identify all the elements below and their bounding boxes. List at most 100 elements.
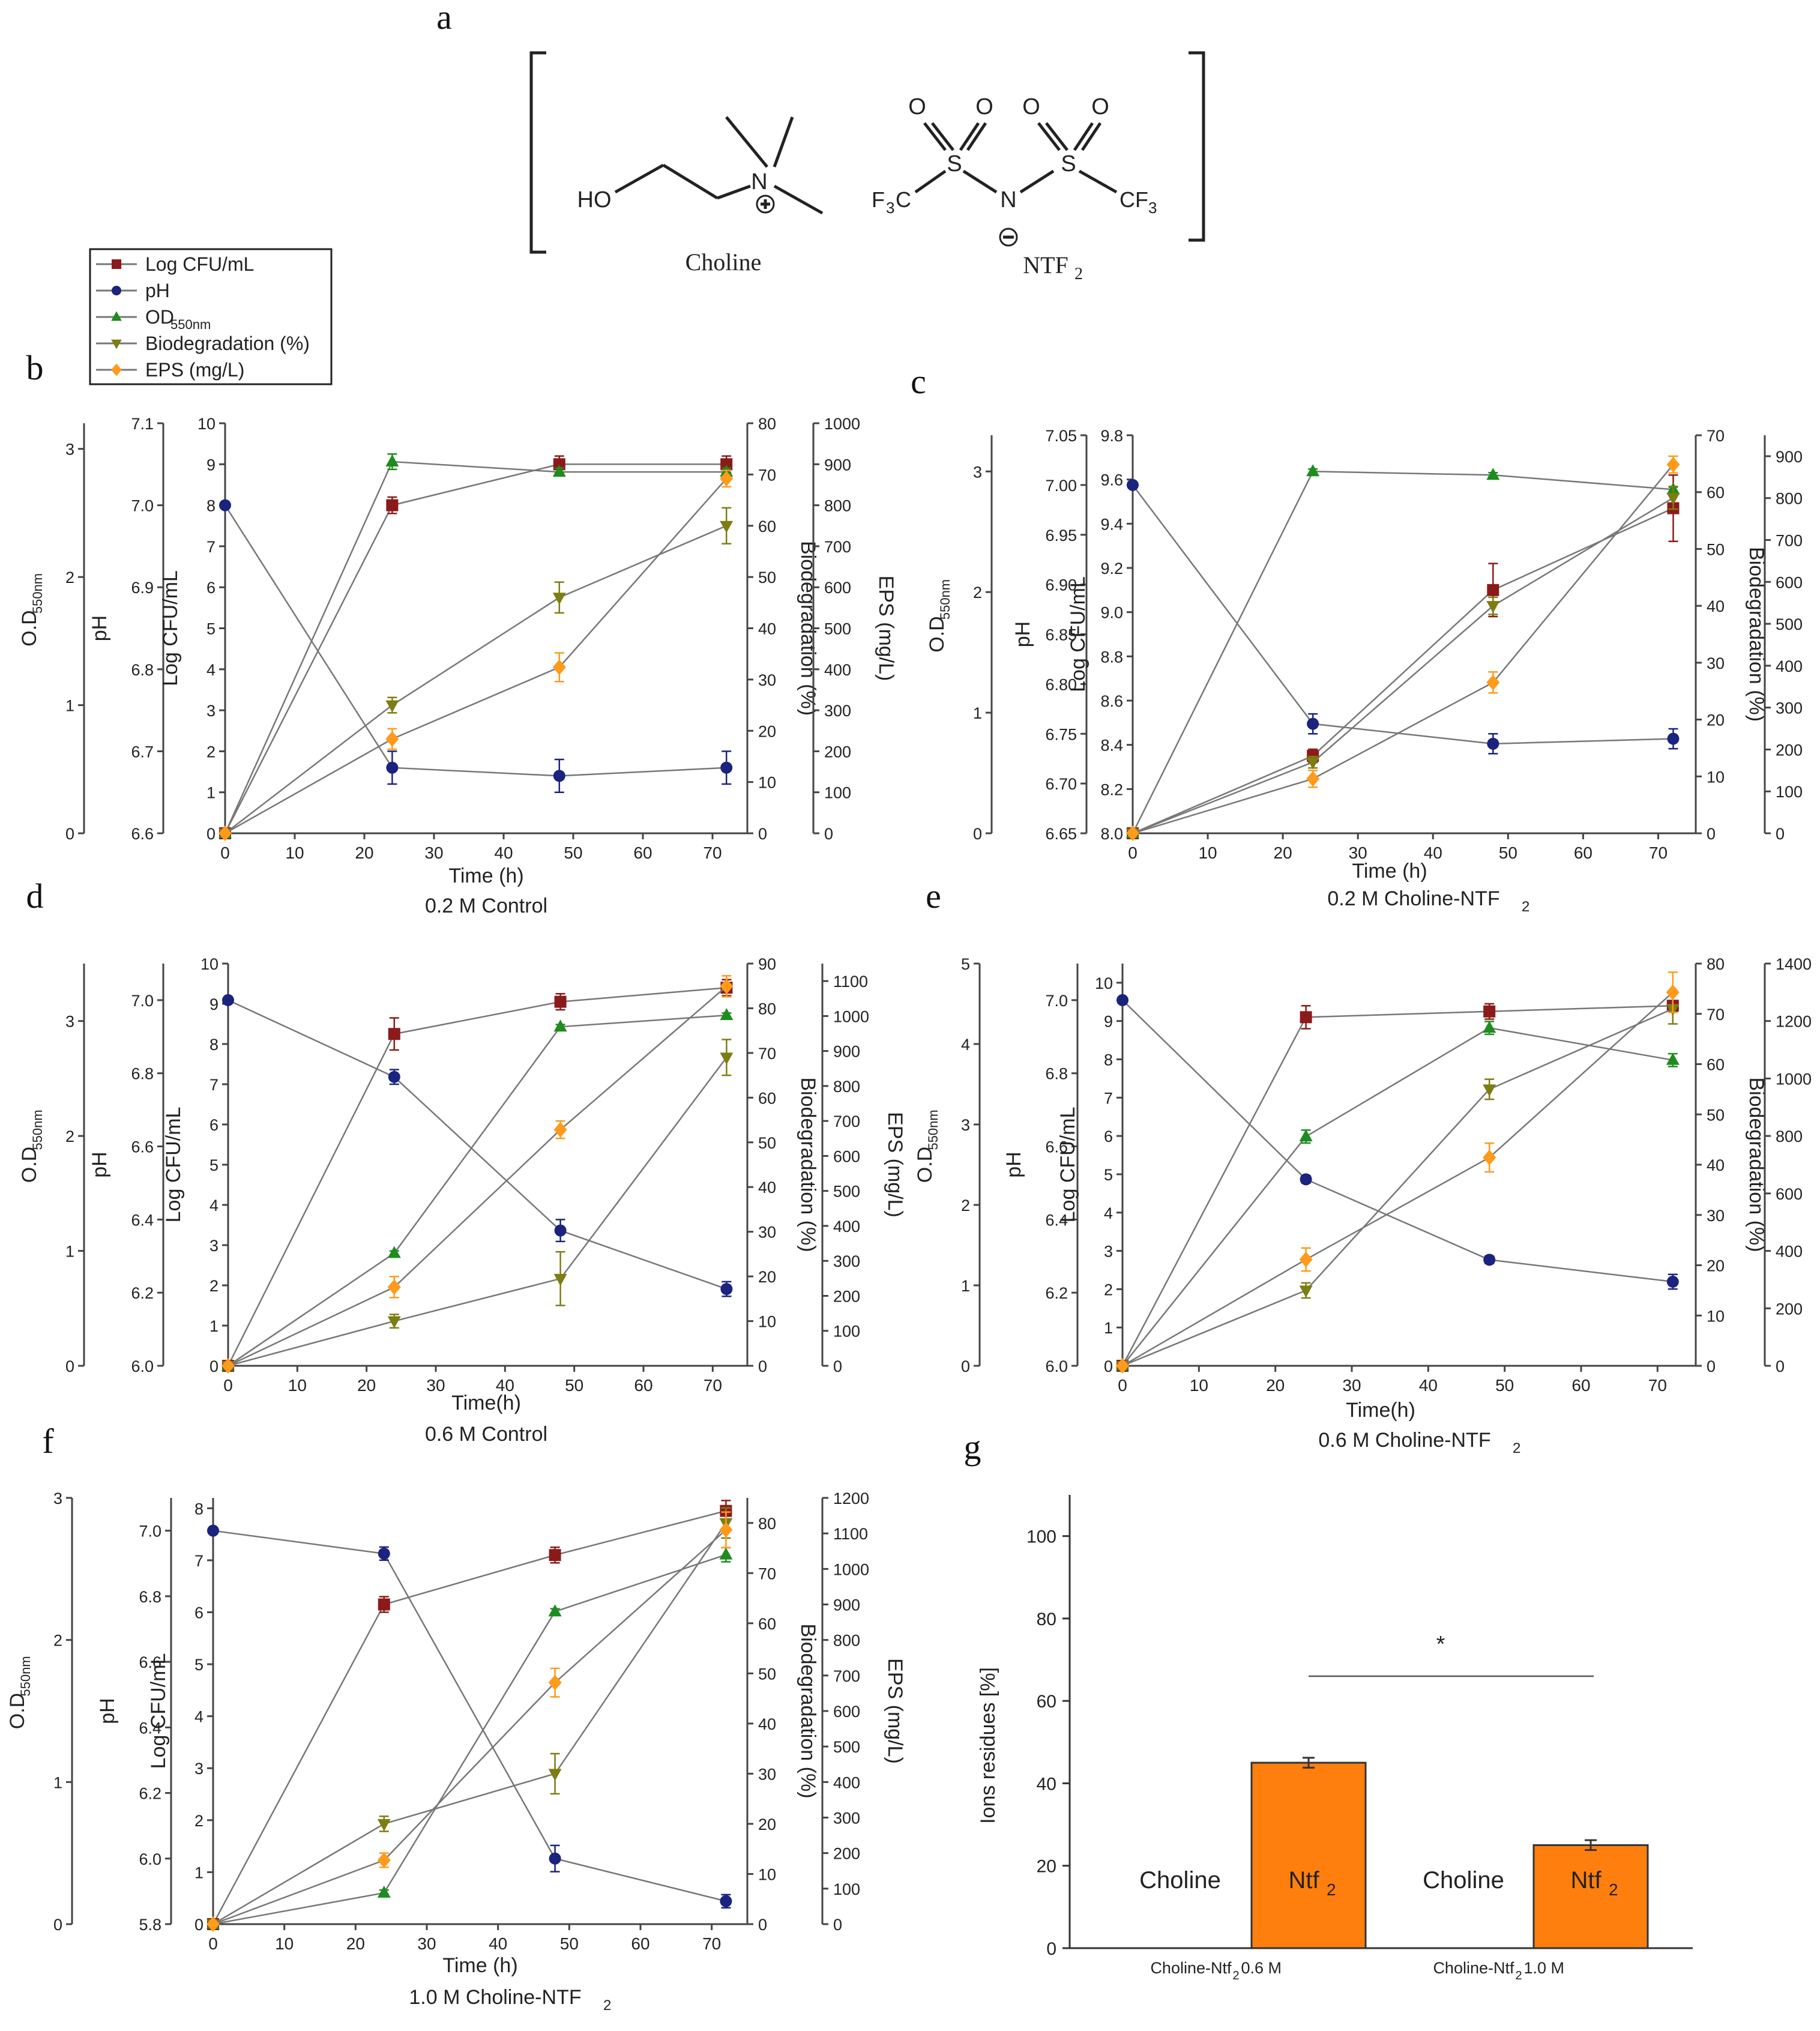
point [377, 1885, 391, 1898]
cfu-tick-label: 2 [209, 1277, 218, 1295]
eps-tick-label: 600 [833, 1703, 860, 1721]
x-tick-label: 30 [424, 843, 443, 862]
point [1667, 732, 1680, 745]
cfu-tick-label: 8.2 [1100, 780, 1123, 798]
s1: S [947, 151, 962, 177]
x-tick-label: 40 [489, 1934, 507, 1953]
panel-letter-c: c [911, 362, 926, 401]
od-tick-label: 2 [973, 584, 982, 602]
x-tick-label: 50 [564, 843, 582, 862]
cfu-tick-label: 9 [1104, 1013, 1113, 1031]
point [387, 1316, 401, 1329]
point [719, 1522, 733, 1538]
bio-tick-label: 50 [1707, 540, 1725, 558]
eps-tick-label: 0 [1776, 1357, 1785, 1375]
point [1486, 468, 1500, 480]
point [549, 1852, 561, 1865]
eps-tick-label: 900 [1776, 448, 1803, 466]
anion-sub: 2 [1074, 265, 1083, 283]
panel-g: 0 20 40 60 80 100 Ions residues [%] Choline Ntf 2… [977, 1495, 1693, 1982]
x-tick-label: 20 [1266, 1376, 1285, 1395]
bar-ntf [1250, 1761, 1367, 1949]
legend-label-sub: 550nm [170, 317, 211, 332]
eps-tick-label: 0 [824, 825, 833, 843]
od-tick-label: 0 [973, 825, 982, 843]
x-tick-label: 10 [1190, 1376, 1208, 1395]
point [548, 1674, 562, 1691]
ph-tick-label: 6.85 [1045, 626, 1077, 644]
series-line [212, 1529, 727, 1925]
y-tick-label: 80 [1037, 1610, 1056, 1629]
eps-tick-label: 100 [833, 1323, 860, 1341]
cfu-tick-label: 1 [1104, 1319, 1113, 1337]
cfu-tick-label: 9.2 [1100, 560, 1123, 578]
series-line [1132, 464, 1674, 834]
series-line [1132, 484, 1674, 745]
bar-ntf [1532, 1844, 1649, 1949]
ph-tick-label: 6.75 [1045, 725, 1077, 743]
panel-caption: 0.2 M Choline-NTF [1327, 887, 1499, 910]
ph-tick-label: 7.05 [1045, 427, 1077, 445]
eps-tick-label: 0 [833, 1916, 842, 1934]
point [378, 1547, 390, 1560]
plus-circle [756, 195, 775, 214]
point [548, 1769, 562, 1781]
cfu-tick-label: 0 [194, 1916, 203, 1934]
point [207, 1524, 219, 1537]
point [387, 1246, 401, 1258]
bio-tick-label: 10 [1707, 1307, 1725, 1325]
point [1116, 1358, 1129, 1374]
point [385, 454, 399, 467]
od-axis-title: O.D [914, 1147, 936, 1183]
bio-tick-label: 10 [758, 1865, 776, 1883]
bio-tick-label: 40 [758, 1715, 776, 1733]
eps-tick-label: 900 [833, 1596, 860, 1614]
x-tick-label: 10 [285, 843, 304, 862]
cfu-tick-label: 8 [194, 1500, 203, 1518]
x-tick-label: 60 [633, 843, 652, 862]
bio-tick-label: 90 [758, 955, 776, 973]
atom-f3c: F [872, 187, 885, 212]
eps-tick-label: 600 [1776, 1185, 1803, 1203]
x-tick-label: 70 [704, 1376, 722, 1395]
bar-label-choline: Choline [1423, 1867, 1504, 1894]
cfu-tick-label: 4 [206, 661, 215, 679]
eps-tick-label: 1000 [1776, 1070, 1812, 1088]
point [1307, 717, 1319, 730]
panel-letter-f: f [42, 1422, 54, 1461]
cfu-axis-title: Log CFU/mL [162, 1107, 185, 1223]
cfu-tick-label: 5 [1104, 1166, 1113, 1184]
ph-tick-label: 6.8 [131, 661, 154, 679]
cfu-tick-label: 7 [209, 1076, 218, 1094]
eps-tick-label: 500 [833, 1738, 860, 1756]
eps-tick-label: 1100 [833, 1525, 868, 1543]
point [720, 458, 733, 471]
bio-tick-label: 0 [758, 1357, 767, 1375]
series-line [212, 1522, 727, 1925]
point [1299, 1251, 1313, 1267]
series-line [224, 478, 728, 834]
point [221, 1358, 235, 1374]
point [720, 471, 734, 487]
point [1300, 1011, 1312, 1024]
bio-tick-label: 40 [758, 1178, 776, 1197]
bio-tick-label: 70 [1707, 427, 1725, 445]
od-tick-label: 0 [53, 1916, 62, 1934]
point [386, 761, 399, 774]
series-line [1122, 1027, 1674, 1366]
point [720, 521, 734, 533]
eps-tick-label: 500 [1776, 615, 1803, 633]
eps-tick-label: 200 [833, 1287, 860, 1305]
point [548, 1604, 562, 1617]
bio-tick-label: 10 [758, 774, 776, 792]
ph-tick-label: 7.0 [131, 497, 154, 515]
od-tick-label: 0 [65, 1357, 74, 1375]
eps-tick-label: 1400 [1776, 955, 1812, 973]
ph-tick-label: 6.8 [131, 1065, 154, 1083]
point [1306, 771, 1320, 787]
atom-n-plus: N [751, 169, 767, 195]
bond [931, 122, 954, 151]
series-line [1121, 1004, 1673, 1366]
bond [662, 163, 719, 200]
